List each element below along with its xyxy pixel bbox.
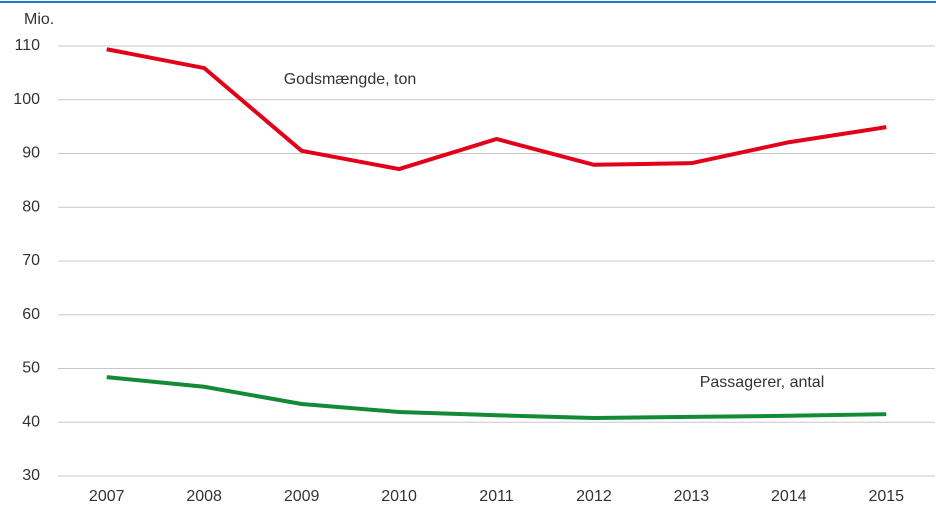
y-tick-label: 70 bbox=[22, 252, 40, 269]
x-tick-label: 2009 bbox=[284, 488, 320, 505]
y-tick-label: 60 bbox=[22, 306, 40, 323]
x-tick-label: 2007 bbox=[89, 488, 125, 505]
x-tick-label: 2013 bbox=[674, 488, 710, 505]
series-label: Godsmængde, ton bbox=[284, 71, 417, 88]
x-tick-label: 2014 bbox=[771, 488, 807, 505]
x-tick-label: 2011 bbox=[479, 488, 514, 505]
y-tick-label: 30 bbox=[22, 467, 40, 484]
y-axis-label: Mio. bbox=[24, 11, 54, 28]
y-tick-label: 80 bbox=[22, 198, 40, 215]
x-tick-label: 2010 bbox=[381, 488, 417, 505]
series-label: Passagerer, antal bbox=[700, 374, 825, 391]
series-line bbox=[106, 47, 887, 172]
x-tick-label: 2012 bbox=[576, 488, 612, 505]
x-tick-label: 2008 bbox=[186, 488, 222, 505]
y-tick-label: 40 bbox=[22, 413, 40, 430]
y-tick-label: 110 bbox=[14, 37, 40, 54]
series-line bbox=[106, 375, 887, 420]
y-tick-label: 90 bbox=[22, 145, 40, 162]
y-tick-label: 100 bbox=[13, 91, 40, 108]
x-tick-label: 2015 bbox=[868, 488, 904, 505]
y-tick-label: 50 bbox=[22, 360, 40, 377]
